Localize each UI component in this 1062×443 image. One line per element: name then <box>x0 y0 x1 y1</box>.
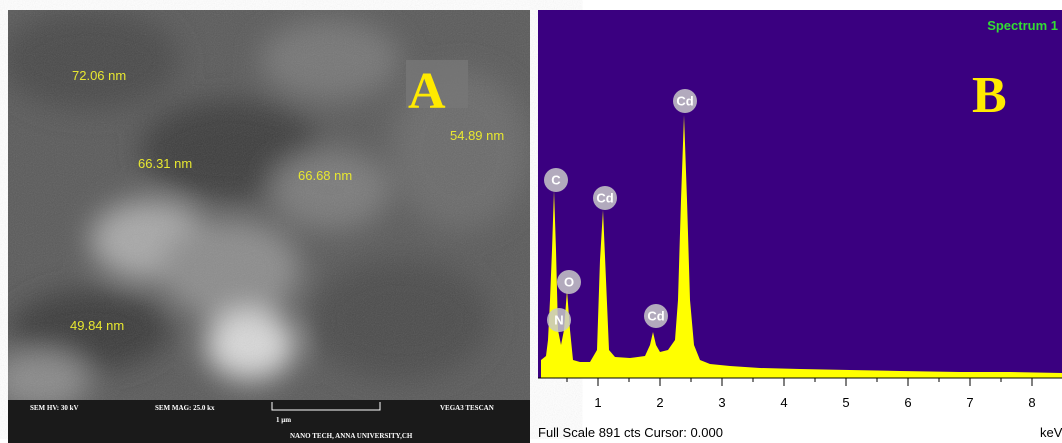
measurement: 54.89 nm <box>450 128 504 143</box>
info-text: VEGA3 TESCAN <box>440 404 494 412</box>
peak-label: C <box>551 172 561 187</box>
peak-label: N <box>554 312 563 327</box>
spectrum-name: Spectrum 1 <box>987 18 1058 33</box>
info-text: NANO TECH, ANNA UNIVERSITY,CH <box>290 432 413 440</box>
spectrum-panel: Spectrum 1 B C N O Cd Cd Cd 1 2 3 4 5 6 7 8 keV Full… <box>538 10 1062 440</box>
peak-label: Cd <box>647 308 664 323</box>
x-tick-label: 4 <box>780 395 787 410</box>
x-tick-label: 7 <box>966 395 973 410</box>
peak-label: Cd <box>596 190 613 205</box>
measurement: 66.68 nm <box>298 168 352 183</box>
peak-marker <box>557 270 581 294</box>
peak-label: Cd <box>676 93 693 108</box>
peak-marker <box>593 186 617 210</box>
peak-marker <box>544 168 568 192</box>
x-unit: keV <box>1040 425 1062 440</box>
peak-marker <box>644 304 668 328</box>
peak-marker <box>673 89 697 113</box>
measurement: 72.06 nm <box>72 68 126 83</box>
peak-label: O <box>564 274 574 289</box>
status-text: Full Scale 891 cts Cursor: 0.000 <box>538 425 723 440</box>
x-tick-label: 5 <box>842 395 849 410</box>
info-text: 1 µm <box>276 416 291 424</box>
x-tick-label: 2 <box>656 395 663 410</box>
panel-letter: B <box>972 67 1007 124</box>
panel-letter: A <box>408 63 446 120</box>
measurement: 66.31 nm <box>138 156 192 171</box>
measurement: 49.84 nm <box>70 318 124 333</box>
info-text: SEM HV: 30 kV <box>30 404 79 412</box>
peak-marker <box>547 308 571 332</box>
x-tick-label: 8 <box>1028 395 1035 410</box>
x-tick-label: 1 <box>594 395 601 410</box>
x-tick-label: 6 <box>904 395 911 410</box>
info-text: SEM MAG: 25.0 kx <box>155 404 215 412</box>
x-tick-label: 3 <box>718 395 725 410</box>
sem-panel: A 72.06 nm 54.89 nm 66.31 nm 66.68 nm 49… <box>8 10 530 443</box>
